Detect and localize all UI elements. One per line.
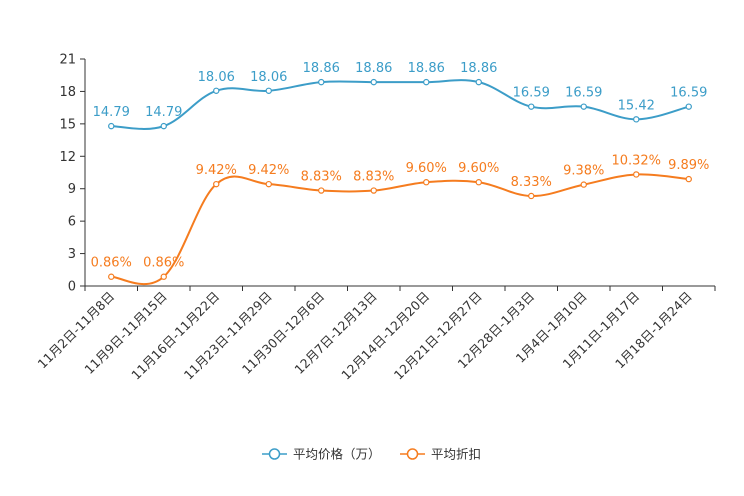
data-label: 18.86 bbox=[303, 61, 340, 76]
data-point bbox=[475, 179, 482, 186]
data-label: 14.79 bbox=[145, 105, 182, 120]
data-point bbox=[108, 122, 115, 130]
x-tick-label: 11月16日-11月22日 bbox=[128, 289, 222, 383]
data-label: 18.86 bbox=[460, 61, 497, 76]
x-tick-label: 12月21日-12月27日 bbox=[391, 289, 485, 383]
data-point bbox=[213, 87, 220, 94]
y-tick-label: 18 bbox=[59, 85, 76, 100]
data-point bbox=[213, 180, 220, 188]
data-point bbox=[108, 273, 115, 280]
y-tick-label: 12 bbox=[59, 150, 76, 165]
y-tick-label: 9 bbox=[68, 182, 76, 197]
data-point bbox=[160, 273, 167, 280]
series-2: 0.86% 0.86% 9.42% 9.42% 8.83% 8.83% 9.60% 9.60%… bbox=[91, 153, 709, 286]
data-label: 8.83% bbox=[353, 170, 394, 185]
data-label: 9.42% bbox=[196, 163, 237, 178]
y-tick-label: 15 bbox=[59, 117, 76, 132]
y-tick-label: 21 bbox=[59, 53, 76, 68]
data-point bbox=[370, 78, 377, 86]
legend-item-1[interactable]: 平均价格（万） bbox=[262, 447, 381, 462]
data-point bbox=[423, 78, 430, 86]
data-point bbox=[528, 103, 535, 110]
data-point bbox=[423, 179, 430, 186]
data-label: 9.60% bbox=[406, 161, 447, 176]
data-label: 16.59 bbox=[670, 86, 707, 101]
legend-marker-icon bbox=[268, 448, 281, 460]
legend-label: 平均折扣 bbox=[431, 447, 481, 462]
data-label: 16.59 bbox=[565, 86, 602, 101]
data-point bbox=[265, 180, 272, 188]
data-point bbox=[160, 122, 167, 130]
data-label: 14.79 bbox=[93, 105, 130, 120]
data-label: 8.33% bbox=[511, 175, 552, 190]
data-label: 0.86% bbox=[91, 256, 132, 271]
legend-item-2[interactable]: 平均折扣 bbox=[400, 447, 481, 462]
data-point bbox=[633, 171, 640, 178]
data-label: 18.06 bbox=[198, 70, 235, 85]
chart-series: 14.79 14.79 18.06 18.06 18.86 18.86 18.86 18.86… bbox=[91, 61, 709, 286]
y-tick-label: 3 bbox=[68, 247, 76, 262]
data-point bbox=[370, 187, 377, 194]
series-line bbox=[111, 173, 689, 286]
legend-marker-icon bbox=[406, 448, 419, 460]
chart-axes: 03691215182111月2日-11月8日11月9日-11月15日11月16… bbox=[34, 53, 716, 383]
data-label: 8.83% bbox=[301, 170, 342, 185]
data-point bbox=[685, 175, 692, 183]
data-point bbox=[685, 103, 692, 110]
data-point bbox=[265, 87, 272, 94]
data-point bbox=[475, 78, 482, 86]
data-label: 0.86% bbox=[143, 256, 184, 271]
data-label: 18.86 bbox=[408, 61, 445, 76]
data-point bbox=[318, 78, 325, 86]
legend-label: 平均价格（万） bbox=[293, 447, 381, 462]
y-tick-label: 6 bbox=[68, 215, 76, 230]
chart-legend[interactable]: 平均价格（万） 平均折扣 bbox=[262, 447, 481, 462]
data-label: 9.60% bbox=[458, 161, 499, 176]
data-label: 9.42% bbox=[248, 163, 289, 178]
series-line bbox=[111, 79, 689, 130]
data-label: 18.86 bbox=[355, 61, 392, 76]
x-tick-label: 12月14日-12月20日 bbox=[338, 289, 432, 383]
x-tick-label: 11月23日-11月29日 bbox=[181, 289, 275, 383]
y-tick-label: 0 bbox=[68, 280, 76, 295]
data-point bbox=[318, 187, 325, 194]
data-label: 9.89% bbox=[668, 158, 709, 173]
data-label: 15.42 bbox=[618, 98, 655, 113]
data-point bbox=[528, 192, 535, 200]
data-point bbox=[580, 181, 587, 188]
data-point bbox=[580, 103, 587, 110]
data-label: 18.06 bbox=[250, 70, 287, 85]
data-point bbox=[633, 116, 640, 123]
data-label: 10.32% bbox=[611, 153, 661, 168]
series-1: 14.79 14.79 18.06 18.06 18.86 18.86 18.86 18.86… bbox=[93, 61, 707, 130]
data-label: 16.59 bbox=[513, 86, 550, 101]
data-label: 9.38% bbox=[563, 164, 604, 179]
